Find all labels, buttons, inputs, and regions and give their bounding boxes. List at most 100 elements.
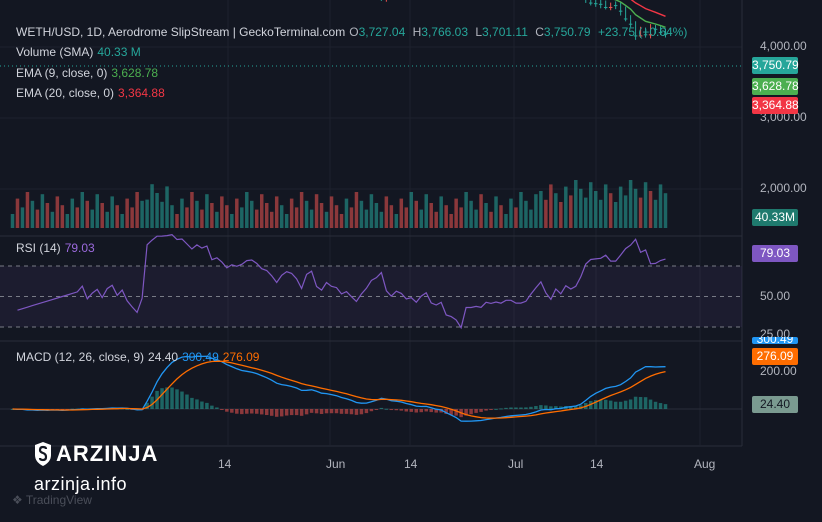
macd-hist-bar (165, 387, 169, 409)
ema20-value: 3,364.88 (118, 86, 165, 100)
macd-hist-bar (628, 399, 633, 409)
volume-bar (579, 188, 583, 228)
macd-hist-bar (190, 397, 194, 409)
ema9-line (613, 0, 666, 28)
low-label: L (475, 25, 483, 39)
volume-bar (25, 192, 30, 228)
macd-hist-bar (334, 409, 339, 414)
volume-bar (180, 198, 184, 228)
macd-signal-value: 276.09 (222, 350, 260, 364)
volume-bar (314, 194, 319, 228)
volume-bar (304, 200, 309, 228)
volume-bar (608, 193, 613, 228)
volume-bar (250, 200, 254, 228)
volume-bar (648, 191, 653, 228)
macd-label: MACD (12, 26, close, 9) (16, 350, 145, 364)
macd-line-value: 300.49 (182, 350, 219, 364)
macd-hist-bar (549, 406, 553, 409)
macd-hist-bar (544, 405, 548, 409)
rsi-line (17, 234, 666, 330)
rsi-label: RSI (14) (16, 241, 61, 255)
volume-bar (554, 193, 558, 228)
macd-hist-bar (369, 409, 374, 412)
volume-bar (354, 192, 359, 228)
volume-bar (389, 205, 394, 228)
volume-label: Volume (SMA) (16, 45, 94, 59)
volume-bar (90, 209, 94, 228)
candle-body (658, 32, 663, 34)
volume-bar (623, 195, 628, 228)
volume-bar (215, 211, 219, 228)
macd-hist-bar (284, 409, 289, 416)
brand-url[interactable]: arzinja.info (34, 474, 128, 494)
volume-bar (40, 194, 45, 228)
volume-bar (524, 200, 528, 228)
price-legend: WETH/USD, 1D, Aerodrome SlipStream | Gec… (16, 25, 691, 39)
open-label: O (349, 25, 359, 39)
macd-hist-bar (195, 399, 199, 409)
volume-bar (399, 198, 404, 228)
macd-hist-bar (534, 406, 538, 409)
macd-hist-bar (240, 409, 244, 415)
volume-bar (230, 214, 234, 228)
volume-bar (259, 194, 264, 228)
volume-bar (245, 192, 249, 228)
candle-body (588, 2, 593, 4)
time-tick-aug: Aug (694, 457, 716, 471)
macd-hist-bar (150, 396, 154, 409)
volume-bar (534, 194, 538, 228)
volume-bar (334, 205, 339, 228)
macd-legend[interactable]: MACD (12, 26, close, 9) 24.40 300.49 276.09 (16, 350, 263, 364)
volume-bar (349, 207, 354, 228)
rsi-legend[interactable]: RSI (14) 79.03 (16, 241, 99, 255)
volume-bar (115, 205, 119, 228)
volume-bar (95, 194, 99, 228)
ema20-tag: 3,364.88 (752, 97, 799, 114)
volume-bar (324, 211, 329, 228)
volume-bar (190, 192, 194, 228)
volume-bar (145, 199, 149, 228)
ema-lines (613, 0, 666, 28)
macd-hist-bar (215, 407, 219, 409)
volume-bar (574, 180, 578, 228)
macd-hist-bar (444, 409, 448, 414)
change-value: +23.75 (+0.64%) (597, 25, 688, 39)
volume-bar (75, 207, 80, 228)
macd-hist-bar (324, 409, 329, 414)
macd-hist-bar (524, 407, 528, 409)
volume-bar (454, 198, 458, 228)
candle-body (593, 3, 598, 5)
macd-hist-bar (574, 406, 578, 409)
volume-legend[interactable]: Volume (SMA) 40.33 M (16, 45, 145, 59)
volume-bar (444, 205, 448, 228)
volume-bar (274, 196, 279, 228)
macd-hist-bar (593, 400, 598, 409)
volume-bar (514, 207, 518, 228)
macd-hist-bar (663, 404, 668, 409)
macd-hist-bar (279, 409, 284, 417)
volume-bar (598, 199, 603, 228)
high-label: H (412, 25, 422, 39)
s-shield-logo-icon (35, 442, 51, 466)
signal-line (12, 360, 666, 419)
macd-hist-bar (145, 402, 149, 409)
macd-hist-bar (474, 409, 478, 413)
volume-bar (319, 203, 324, 228)
candle-body (613, 5, 618, 7)
candles (380, 0, 668, 40)
volume-bar (504, 214, 508, 228)
ema9-legend[interactable]: EMA (9, close, 0) 3,628.78 (16, 66, 162, 80)
volume-bar (559, 202, 563, 228)
macd-hist-bar (608, 400, 613, 409)
volume-bar (469, 200, 473, 228)
macd-hist-bar (484, 409, 488, 411)
macd-hist-bar (200, 401, 204, 409)
volume-bar (30, 200, 35, 228)
ema20-legend[interactable]: EMA (20, close, 0) 3,364.88 (16, 86, 169, 100)
volume-bar (200, 209, 204, 228)
volume-bar (509, 198, 513, 228)
symbol-title[interactable]: WETH/USD, 1D, Aerodrome SlipStream | Gec… (16, 25, 346, 39)
volume-bar (269, 211, 274, 228)
volume-bar (175, 214, 179, 228)
